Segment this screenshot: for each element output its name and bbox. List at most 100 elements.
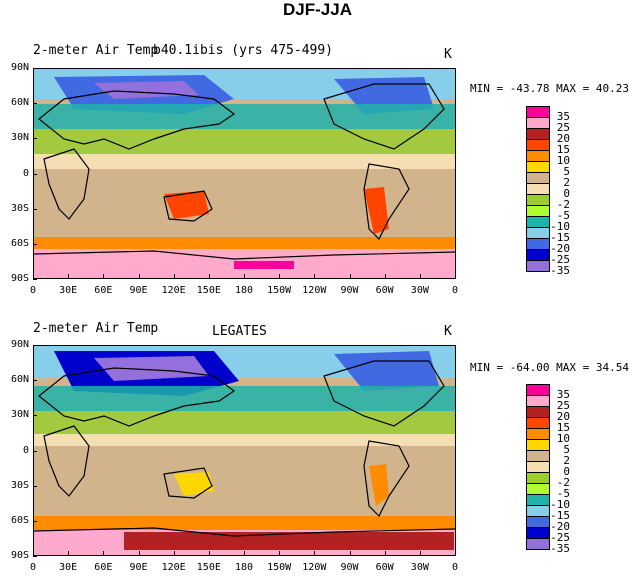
- panel-1-lon-tick: [138, 274, 140, 278]
- panel-2-max-label: MAX =: [556, 361, 590, 374]
- panel-1-lat-tick: [33, 173, 37, 175]
- panel-2-lon-label: 60W: [375, 562, 394, 573]
- panel-1-legend-level: 25: [556, 121, 570, 134]
- panel-2-lat-label: 60N: [10, 374, 29, 386]
- panel-2-lon-tick: [419, 551, 421, 555]
- panel-1-map-svg: [34, 69, 455, 278]
- panel-2-lat-label: 90S: [10, 550, 29, 561]
- panel-1-lat-label: 90N: [10, 62, 29, 73]
- panel-2-minmax: MIN = -64.00 MAX = 34.54: [470, 361, 629, 374]
- panel-1-lon-tick: [279, 274, 281, 278]
- panel-1-map: [33, 68, 456, 279]
- map-band-patagonia: [364, 187, 389, 234]
- panel-2-lon-label: 180: [234, 562, 254, 573]
- panel-2-lat-tick: [33, 380, 37, 382]
- panel-1-lon-label: 150E: [196, 285, 221, 296]
- panel-1-lon-label: 120E: [161, 285, 186, 296]
- panel-1-lon-tick: [68, 274, 70, 278]
- panel-2-lon-tick: [349, 551, 351, 555]
- panel-1-max-label: MAX =: [556, 82, 590, 95]
- panel-1-legend-level: 5: [563, 165, 570, 178]
- panel-2-legend-level: 5: [563, 443, 570, 456]
- panel-2-title: 2-meter Air Temp: [33, 321, 159, 336]
- panel-1-lon-tick: [349, 274, 351, 278]
- panel-2-subtitle: LEGATES: [212, 324, 267, 339]
- panel-2-lon-tick: [173, 551, 175, 555]
- panel-2-lat-label: 30N: [10, 409, 29, 421]
- panel-1-lat-label: 90S: [10, 273, 29, 284]
- panel-1-lat-label: 60N: [10, 97, 29, 109]
- panel-1-legend-level: -5: [556, 209, 570, 222]
- panel-1-lon-label: 60E: [94, 285, 113, 296]
- panel-2-legend-level: 10: [556, 432, 570, 445]
- panel-2-legend-level: 35: [556, 388, 570, 401]
- panel-1-legend-level: 0: [563, 187, 570, 200]
- map2-band-midlat: [34, 386, 455, 411]
- panel-2-lon-label: 0: [451, 562, 459, 573]
- panel-1-subtitle: b40.1ibis (yrs 475-499): [153, 43, 334, 58]
- panel-2-legend-level: 2: [563, 454, 570, 467]
- panel-1-lon-label: 0: [29, 285, 37, 296]
- panel-2-lon-label: 0: [29, 562, 37, 573]
- map-band-midlat: [34, 104, 455, 129]
- panel-2-legend-level: -20: [550, 520, 570, 533]
- panel-1-min-label: MIN =: [470, 82, 504, 95]
- panel-1-legend-level: -10: [550, 220, 570, 233]
- map2-band-australia: [174, 472, 214, 496]
- map2-band-antarctic-max: [124, 532, 454, 550]
- panel-2-legend-level: -10: [550, 498, 570, 511]
- panel-2-lat-tick: [33, 345, 37, 346]
- panel-2-lat-label: 90N: [10, 339, 29, 350]
- panel-1-lon-label: 180: [234, 285, 254, 296]
- panel-2-legend-level: 15: [556, 421, 570, 434]
- panel-2-lon-tick: [244, 551, 245, 555]
- panel-1-minmax: MIN = -43.78 MAX = 40.23: [470, 82, 629, 95]
- panel-2-lon-label: 120E: [161, 562, 186, 573]
- panel-2-lon-label: 120W: [302, 562, 327, 573]
- map-band-southern-ocean: [34, 237, 455, 249]
- panel-1-lon-label: 30W: [410, 285, 429, 296]
- panel-1-lat-label: 60S: [10, 237, 29, 249]
- panel-2-unit: K: [444, 324, 452, 339]
- panel-1-legend-level: 15: [556, 143, 570, 156]
- panel-2-lat-tick: [33, 520, 37, 522]
- panel-1-lon-tick: [455, 274, 456, 278]
- panel-1-legend-level: -2: [556, 198, 570, 211]
- panel-2-min-value: -64.00: [509, 361, 550, 374]
- panel-2-lat-tick: [33, 556, 37, 557]
- panel-2-lon-tick: [208, 551, 210, 555]
- panel-2-map-svg: [34, 346, 455, 555]
- panel-1-legend-level: 20: [556, 132, 570, 145]
- map2-band-siberia-core: [94, 356, 209, 381]
- map-band-australia: [164, 191, 209, 219]
- panel-2-lon-label: 150E: [196, 562, 221, 573]
- panel-2-lon-label: 30W: [410, 562, 429, 573]
- panel-2-lon-label: 30E: [59, 562, 78, 573]
- panel-1-lon-label: 90E: [129, 285, 148, 296]
- panel-1-legend-level: -35: [550, 264, 570, 277]
- panel-1-legend-level: 35: [556, 110, 570, 123]
- panel-2-max-value: 34.54: [595, 361, 629, 374]
- panel-2-lon-tick: [68, 551, 70, 555]
- panel-2-lon-tick: [455, 551, 456, 555]
- panel-2-lon-label: 90E: [129, 562, 148, 573]
- panel-2-lon-label: 60E: [94, 562, 113, 573]
- panel-1-lon-tick: [314, 274, 316, 278]
- panel-2-legend-level: 0: [563, 465, 570, 478]
- panel-1-legend-level: -25: [550, 253, 570, 266]
- panel-2-min-label: MIN =: [470, 361, 504, 374]
- map-band-antarctic-max: [234, 261, 294, 269]
- panel-1-lon-tick: [33, 274, 34, 278]
- panel-1-lat-tick: [33, 103, 37, 105]
- panel-1-lon-label: 30E: [59, 285, 78, 296]
- panel-1-legend-level: -20: [550, 242, 570, 255]
- panel-1-lat-label: 0: [22, 167, 29, 179]
- panel-2-lon-tick: [279, 551, 281, 555]
- map-band-subtrop: [34, 129, 455, 154]
- panel-1-lon-tick: [103, 274, 105, 278]
- panel-1-max-value: 40.23: [595, 82, 629, 95]
- map2-band-equator: [34, 434, 455, 446]
- panel-1-legend-level: -15: [550, 231, 570, 244]
- panel-1-lon-label: 60W: [375, 285, 394, 296]
- panel-2-lon-tick: [103, 551, 105, 555]
